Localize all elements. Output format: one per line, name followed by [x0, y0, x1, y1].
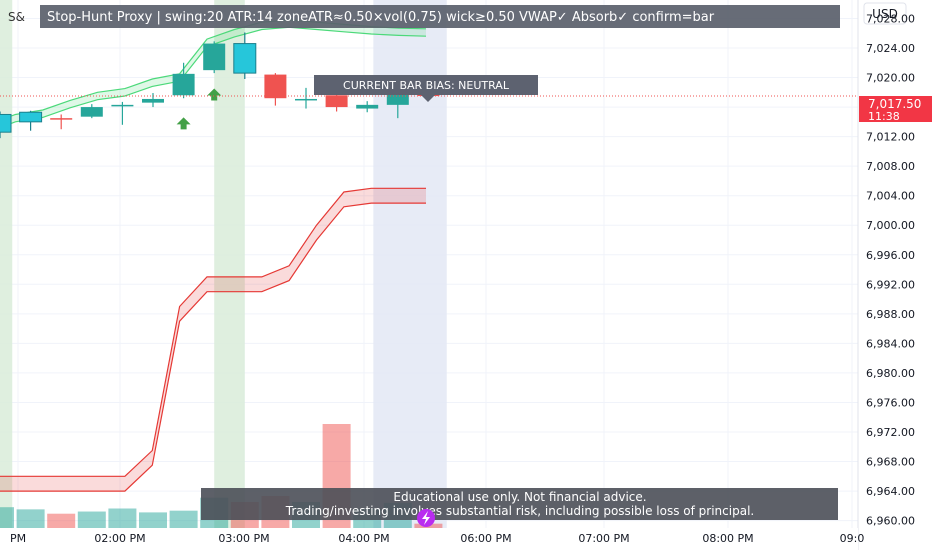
- green-zone: [0, 0, 13, 528]
- y-tick-label: 6,996.00: [866, 249, 915, 262]
- candle-body: [50, 118, 73, 120]
- candle-body: [142, 98, 164, 103]
- x-tick-label: 04:00 PM: [338, 532, 389, 545]
- candle-body: [111, 104, 134, 107]
- currency-button[interactable]: [863, 2, 907, 25]
- volume-bar: [169, 510, 198, 528]
- candle-body: [356, 104, 379, 109]
- indicator-title[interactable]: Stop-Hunt Proxy | swing:20 ATR:14 zoneAT…: [47, 10, 715, 25]
- currency-label: USD: [872, 7, 898, 21]
- candle-body: [19, 111, 43, 123]
- disclaimer-box: Educational use only. Not financial advi…: [201, 488, 838, 520]
- candle-body: [295, 98, 317, 101]
- y-tick-label: 7,012.00: [866, 131, 915, 144]
- y-tick-label: 6,964.00: [866, 485, 915, 498]
- y-tick-label: 7,028.00: [866, 12, 915, 25]
- bias-label: CURRENT BAR BIAS: NEUTRAL: [314, 75, 538, 102]
- y-tick-label: 6,960.00: [866, 515, 915, 528]
- disclaimer-line-1: Educational use only. Not financial advi…: [393, 490, 646, 504]
- price-axis[interactable]: USD 7,028.007,024.007,020.007,016.007,01…: [857, 0, 932, 550]
- candle-layer: [0, 32, 440, 139]
- y-tick-label: 7,004.00: [866, 190, 915, 203]
- volume-bar: [108, 508, 137, 528]
- time-axis[interactable]: PM 02:00 PM 03:00 PM 04:00 PM 06:00 PM 07:00 …: [0, 528, 864, 550]
- y-tick-label: 7,020.00: [866, 72, 915, 85]
- up-arrow-signal-icon: [176, 117, 191, 130]
- y-tick-label: 7,024.00: [866, 42, 915, 55]
- y-tick-labels: 7,028.007,024.007,020.007,016.007,012.00…: [866, 12, 915, 527]
- zone-layer: [0, 0, 447, 528]
- x-tick-label: 03:00 PM: [218, 532, 269, 545]
- lower-band-lower-line: [0, 202, 426, 492]
- lower-band-upper-line: [0, 187, 426, 477]
- y-tick-label: 7,008.00: [866, 160, 915, 173]
- volume-bar: [77, 511, 106, 528]
- y-tick-label: 7,000.00: [866, 219, 915, 232]
- lightning-logo-icon[interactable]: [417, 509, 435, 527]
- x-tick-label: 06:00 PM: [460, 532, 511, 545]
- x-tick-label: 02:00 PM: [94, 532, 145, 545]
- bias-label-text: CURRENT BAR BIAS: NEUTRAL: [343, 79, 510, 92]
- candle-body: [203, 43, 226, 71]
- x-tick-label: PM: [10, 532, 26, 545]
- y-tick-label: 6,968.00: [866, 456, 915, 469]
- y-tick-label: 6,972.00: [866, 426, 915, 439]
- candle-body: [0, 113, 12, 133]
- arrow-layer: [176, 88, 222, 130]
- x-tick-label: 07:00 PM: [578, 532, 629, 545]
- candle-body: [264, 74, 287, 99]
- last-price-value: 7,017.50: [868, 97, 921, 111]
- volume-bar: [139, 512, 167, 528]
- up-arrow-signal-icon: [207, 88, 222, 101]
- y-tick-label: 6,992.00: [866, 278, 915, 291]
- green-zone: [214, 0, 245, 528]
- candle-body: [233, 43, 257, 74]
- bar-countdown: 11:38: [868, 110, 900, 123]
- title-background: [40, 5, 840, 28]
- last-price-tag: 7,017.50 11:38: [859, 96, 932, 123]
- x-tick-label: 09:0: [840, 532, 865, 545]
- volume-bar: [47, 513, 76, 528]
- lower-band-fill: [0, 188, 426, 492]
- candle-body: [172, 73, 195, 96]
- symbol-fragment: S&: [8, 10, 25, 24]
- volume-bar: [0, 507, 14, 528]
- candle-body: [80, 107, 103, 117]
- y-tick-label: 6,976.00: [866, 396, 915, 409]
- candle-body: [325, 95, 348, 108]
- x-tick-label: 08:00 PM: [702, 532, 753, 545]
- band-layer: [0, 19, 427, 492]
- disclaimer-line-2: Trading/investing involves substantial r…: [285, 504, 754, 518]
- y-tick-label: 6,984.00: [866, 337, 915, 350]
- y-tick-label: 6,988.00: [866, 308, 915, 321]
- y-tick-label: 6,980.00: [866, 367, 915, 380]
- volume-bar: [16, 509, 45, 528]
